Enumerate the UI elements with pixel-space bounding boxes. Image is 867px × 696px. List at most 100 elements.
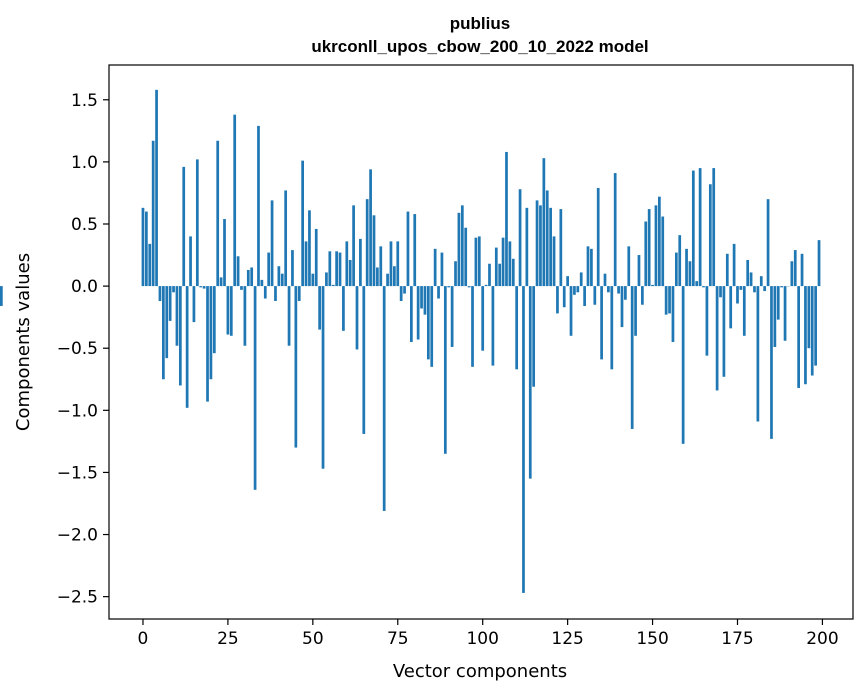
bar [770,286,773,439]
bar [430,286,434,367]
bar [573,286,576,295]
y-tick-label: −0.5 [57,339,98,359]
bar [443,286,447,454]
bar [216,140,220,287]
bar [715,286,719,391]
bar [457,212,461,287]
bar [423,286,427,315]
bar [590,248,593,287]
bar [596,187,600,287]
bar [654,205,658,287]
bar [420,286,423,309]
bar [603,273,607,287]
bar [797,286,800,388]
bar [291,250,294,287]
bar [369,169,372,287]
y-axis-ticks: −2.5 −2.0 −1.5 −1.0 −0.5 0.0 0.5 1.0 1.5 [57,91,109,608]
bar [168,286,172,321]
bar [294,286,298,448]
bar [162,286,165,380]
bar [410,286,413,342]
bar [671,286,675,342]
bar [790,261,794,287]
y-tick-label: 1.5 [71,91,98,111]
bar [620,286,624,328]
bar [226,286,230,335]
bar [559,209,563,287]
bar [325,272,328,287]
y-tick-label: 1.0 [71,153,98,173]
bar [804,286,807,385]
bar [379,246,383,287]
bar [528,286,532,479]
bar [579,272,583,287]
bar [678,235,682,287]
bar [477,236,481,287]
bar [569,286,573,336]
bar [719,286,722,298]
bar [270,200,274,287]
bar [212,286,216,354]
bar [189,236,192,287]
bar [664,286,668,315]
bar [328,251,332,287]
bar [447,286,451,288]
bar [708,184,712,287]
bar [318,286,321,330]
bar [783,286,787,341]
bar [722,286,726,377]
bar [335,251,338,287]
bar [498,263,502,287]
bar [301,160,304,287]
bar [467,286,471,288]
bar [219,277,223,287]
x-axis-label: Vector components [393,661,567,682]
bar [491,286,495,366]
bar [647,209,651,287]
bar [515,286,519,370]
bar [532,286,536,387]
bar [284,190,288,287]
bar [624,286,627,300]
bar [668,286,671,314]
bar [494,247,498,287]
bar [389,241,393,287]
chart-subtitle: ukrconll_upos_cbow_200_10_2022 model [311,37,648,56]
bar [413,214,417,287]
bar [206,286,209,402]
bar [141,207,145,287]
bar [260,279,264,287]
bar [192,286,196,323]
x-tick-label: 100 [466,629,498,649]
bar [382,286,386,511]
bar [759,276,763,287]
bar [396,241,400,287]
bar [277,266,281,287]
bar [522,286,525,593]
bar [586,246,590,287]
bar [511,258,515,287]
bar [549,207,552,287]
bar [810,286,814,376]
bar [793,250,797,287]
chart-title: publius [450,14,510,33]
y-axis-label: Components values [13,253,34,431]
bar [297,286,301,302]
bar [454,261,457,287]
bar [739,286,743,290]
bar [182,166,186,287]
bar [175,286,179,346]
bar [280,273,284,287]
y-tick-label: 0.0 [71,277,98,297]
bar [552,236,556,287]
bar [756,286,760,422]
bar [172,286,175,293]
bar [488,263,491,287]
bar [274,286,277,302]
bar [355,286,359,350]
x-tick-label: 75 [387,629,409,649]
bar [637,255,641,287]
x-axis-ticks: 0 25 50 75 100 125 150 175 200 [138,619,839,649]
bar [600,286,603,360]
bar [481,286,485,351]
